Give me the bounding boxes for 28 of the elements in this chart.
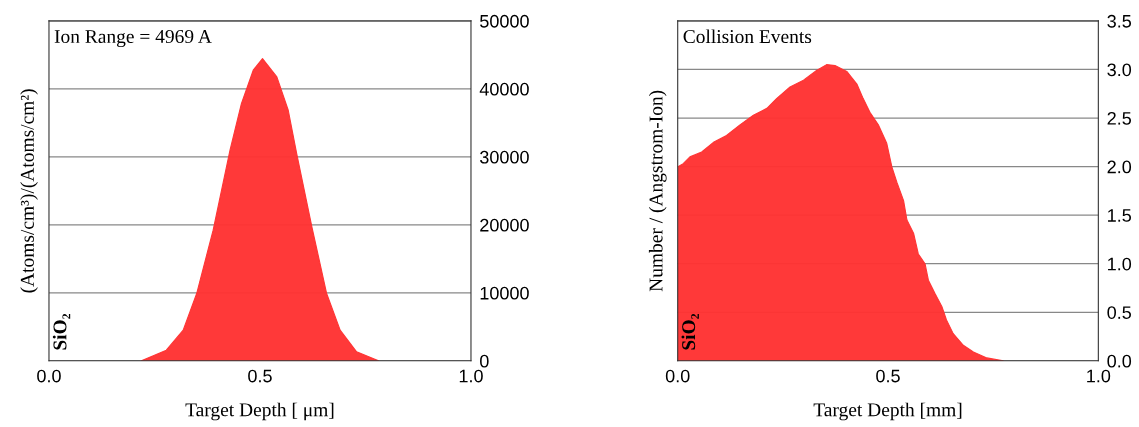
annotation: Ion Range = 4969 A <box>54 29 212 48</box>
y-tick-label: 30000 <box>480 150 529 164</box>
annotation: SiO₂ <box>52 313 71 350</box>
x-tick-label: 0.5 <box>248 369 272 383</box>
y-tick-label: 3.0 <box>1107 63 1132 77</box>
y-axis-title: Number / (Angstrom-Ion) <box>648 90 667 292</box>
y-tick-label: 10000 <box>480 286 529 300</box>
x-tick-label: 1.0 <box>1087 369 1111 383</box>
y-axis-title: (Atoms/cm³)/(Atoms/cm²) <box>20 89 38 293</box>
y-tick-label: 0 <box>480 354 489 368</box>
y-tick-label: 1.0 <box>1108 257 1132 271</box>
y-tick-label: 2.5 <box>1107 111 1132 125</box>
y-tick-label: 2.0 <box>1107 160 1132 174</box>
x-tick-label: 1.0 <box>459 369 483 383</box>
y-tick-label: 1.5 <box>1108 209 1132 222</box>
y-tick-label: 20000 <box>480 218 529 232</box>
y-tick-label: 0.5 <box>1107 306 1132 319</box>
y-tick-label: 0.0 <box>1107 354 1132 368</box>
x-axis-title: Target Depth [ μm] <box>185 402 334 421</box>
y-tick-label: 3.5 <box>1107 14 1132 28</box>
x-tick-label: 0.0 <box>37 369 61 383</box>
y-tick-label: 50000 <box>480 14 529 28</box>
x-axis-title: Target Depth [mm] <box>813 402 962 421</box>
y-tick-label: 40000 <box>479 82 529 96</box>
x-tick-label: 0.0 <box>665 369 690 383</box>
annotation: Collision Events <box>683 29 812 44</box>
annotation: SiO₂ <box>681 313 699 350</box>
x-tick-label: 0.5 <box>876 369 900 383</box>
